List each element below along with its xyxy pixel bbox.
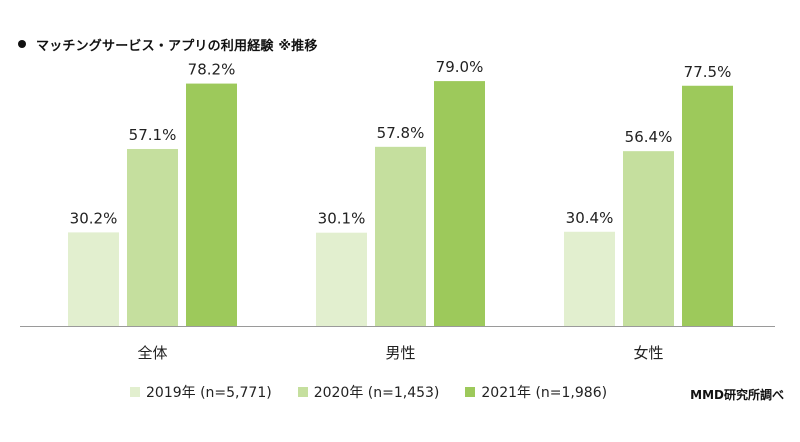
category-label-2: 女性 bbox=[633, 344, 663, 362]
bar-男性-1 bbox=[375, 146, 426, 326]
legend-swatch-2021 bbox=[465, 387, 476, 397]
legend-label-2020: 2020年 (n=1,453) bbox=[313, 385, 440, 401]
legend-item-2020: 2020年 (n=1,453) bbox=[297, 382, 440, 402]
bar-女性-1 bbox=[623, 151, 674, 326]
value-label-女性-1: 56.4% bbox=[625, 128, 673, 146]
bar-全体-1 bbox=[127, 148, 178, 326]
category-label-0: 全体 bbox=[137, 344, 167, 362]
chart-title-row: マッチングサービス・アプリの利用経験 ※推移 bbox=[18, 34, 318, 54]
title-bullet-icon bbox=[18, 40, 26, 48]
value-label-全体-0: 30.2% bbox=[70, 209, 118, 227]
legend-label-2021: 2021年 (n=1,986) bbox=[481, 385, 608, 401]
source-credit: MMD研究所調べ bbox=[690, 388, 784, 402]
legend-swatch-2020 bbox=[297, 387, 308, 397]
value-label-男性-1: 57.8% bbox=[377, 124, 425, 142]
value-label-女性-0: 30.4% bbox=[566, 209, 614, 227]
chart-title: マッチングサービス・アプリの利用経験 ※推移 bbox=[36, 38, 318, 54]
bar-全体-2 bbox=[186, 83, 237, 326]
bar-女性-2 bbox=[682, 85, 733, 326]
legend-swatch-2019 bbox=[130, 387, 140, 397]
chart-legend: 2019年 (n=5,771) 2020年 (n=1,453) 2021年 (n… bbox=[130, 382, 633, 402]
legend-label-2019: 2019年 (n=5,771) bbox=[146, 385, 272, 401]
bar-男性-0 bbox=[316, 232, 367, 326]
value-label-男性-0: 30.1% bbox=[318, 210, 366, 228]
value-label-男性-2: 79.0% bbox=[436, 58, 484, 76]
bar-女性-0 bbox=[564, 231, 615, 326]
bar-全体-0 bbox=[68, 232, 119, 326]
value-label-女性-2: 77.5% bbox=[684, 63, 732, 81]
bar-男性-2 bbox=[434, 81, 485, 326]
legend-item-2019: 2019年 (n=5,771) bbox=[130, 382, 272, 402]
value-label-全体-2: 78.2% bbox=[188, 61, 236, 79]
legend-item-2021: 2021年 (n=1,986) bbox=[465, 382, 607, 402]
value-label-全体-1: 57.1% bbox=[129, 126, 177, 144]
category-label-1: 男性 bbox=[385, 344, 415, 362]
